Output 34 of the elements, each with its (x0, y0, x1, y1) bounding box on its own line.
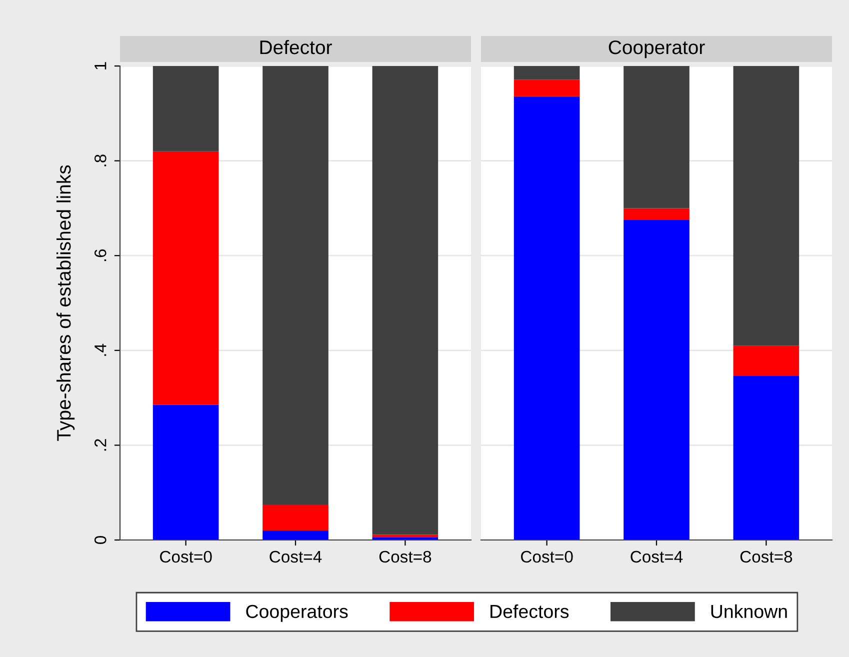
legend-label: Cooperators (246, 604, 348, 622)
bar (624, 208, 690, 220)
y-tick-label: .4 (94, 344, 106, 356)
y-tick-label: .2 (94, 439, 106, 451)
bar (152, 66, 219, 152)
legend-label: Defectors (490, 604, 569, 618)
y-tick-label: .6 (94, 249, 106, 262)
legend-label: Unknown (711, 604, 787, 618)
chart-title: Defector (260, 40, 332, 54)
bar (733, 66, 800, 346)
bar (624, 66, 690, 208)
bar (514, 80, 580, 96)
bar (152, 404, 219, 540)
x-tick-label: Cost=4 (270, 550, 322, 563)
x-tick-label: Cost=8 (379, 550, 432, 563)
bar (624, 220, 690, 540)
bar (733, 376, 800, 540)
bar (372, 66, 438, 535)
y-tick-label: 0 (94, 536, 106, 544)
x-tick-label: Cost=0 (160, 550, 212, 563)
y-tick-label: .8 (94, 154, 106, 166)
chart-title: Cooperator (608, 40, 705, 58)
x-tick-label: Cost=8 (740, 550, 792, 563)
y-tick-label: 1 (94, 62, 106, 70)
bar (733, 346, 800, 376)
bar (262, 530, 328, 540)
bar (514, 96, 580, 540)
y-axis-title: Type-shares of established links (56, 165, 75, 441)
bar (262, 66, 328, 504)
x-tick-label: Cost=4 (630, 550, 683, 563)
x-tick-label: Cost=0 (521, 550, 573, 563)
bar (262, 504, 328, 531)
bar (152, 151, 219, 405)
bar (514, 66, 580, 80)
